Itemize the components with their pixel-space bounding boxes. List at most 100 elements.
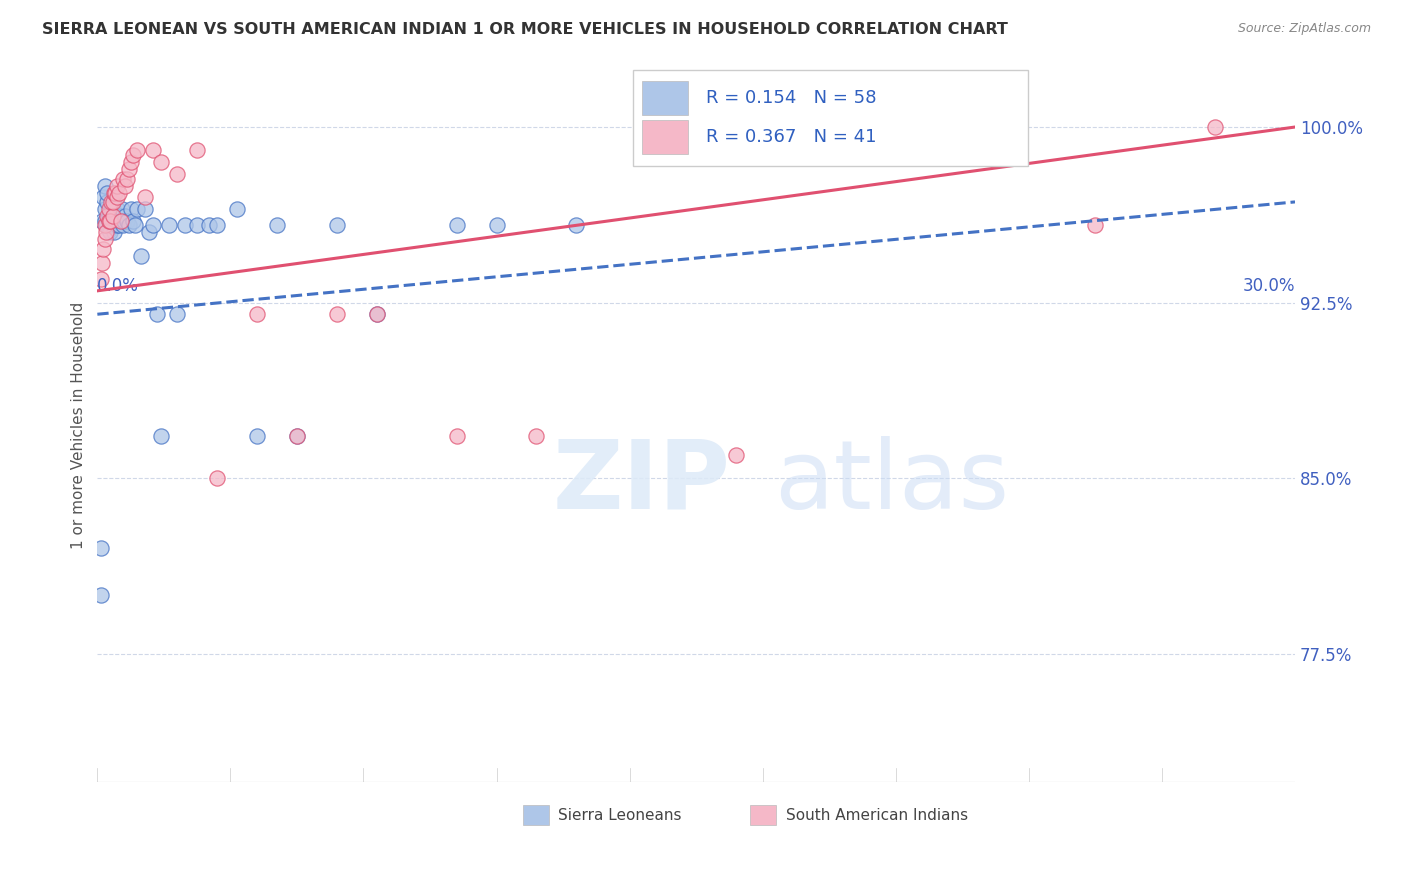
- Point: [366, 307, 388, 321]
- Point: [101, 209, 124, 223]
- Point: [565, 219, 588, 233]
- Text: R = 0.154   N = 58: R = 0.154 N = 58: [706, 89, 876, 107]
- Point: [246, 429, 269, 443]
- Point: [142, 144, 165, 158]
- Point: [134, 190, 156, 204]
- Point: [120, 155, 142, 169]
- Point: [91, 190, 114, 204]
- Point: [108, 186, 131, 200]
- Point: [105, 190, 128, 204]
- Point: [103, 186, 125, 200]
- Point: [124, 219, 146, 233]
- Text: Sierra Leoneans: Sierra Leoneans: [558, 807, 682, 822]
- Text: R = 0.367   N = 41: R = 0.367 N = 41: [706, 128, 876, 146]
- Text: 30.0%: 30.0%: [1243, 277, 1295, 295]
- Point: [100, 194, 122, 209]
- Point: [127, 202, 149, 216]
- Point: [93, 178, 115, 193]
- Point: [110, 209, 132, 223]
- Text: Source: ZipAtlas.com: Source: ZipAtlas.com: [1237, 22, 1371, 36]
- Y-axis label: 1 or more Vehicles in Household: 1 or more Vehicles in Household: [72, 301, 86, 549]
- Point: [114, 209, 136, 223]
- Point: [111, 202, 134, 216]
- Text: SIERRA LEONEAN VS SOUTH AMERICAN INDIAN 1 OR MORE VEHICLES IN HOUSEHOLD CORRELAT: SIERRA LEONEAN VS SOUTH AMERICAN INDIAN …: [42, 22, 1008, 37]
- FancyBboxPatch shape: [643, 120, 688, 154]
- Point: [110, 213, 132, 227]
- Point: [150, 429, 173, 443]
- Point: [91, 242, 114, 256]
- Point: [96, 209, 118, 223]
- Point: [105, 178, 128, 193]
- Point: [198, 219, 221, 233]
- Point: [326, 219, 349, 233]
- Point: [186, 219, 208, 233]
- Point: [285, 429, 308, 443]
- Point: [127, 144, 149, 158]
- Point: [118, 219, 141, 233]
- FancyBboxPatch shape: [749, 805, 776, 825]
- Point: [91, 213, 114, 227]
- Point: [103, 213, 125, 227]
- Point: [138, 225, 160, 239]
- Point: [112, 219, 135, 233]
- Point: [117, 213, 139, 227]
- Point: [96, 194, 118, 209]
- Text: atlas: atlas: [775, 436, 1010, 529]
- Point: [110, 213, 132, 227]
- Point: [96, 186, 118, 200]
- Point: [114, 178, 136, 193]
- Point: [246, 307, 269, 321]
- Point: [157, 219, 180, 233]
- Point: [105, 202, 128, 216]
- FancyBboxPatch shape: [523, 805, 548, 825]
- Point: [120, 202, 142, 216]
- Text: 0.0%: 0.0%: [97, 277, 139, 295]
- Text: ZIP: ZIP: [553, 436, 730, 529]
- Point: [90, 541, 112, 556]
- Point: [105, 219, 128, 233]
- Point: [93, 232, 115, 246]
- Point: [485, 219, 508, 233]
- Point: [142, 219, 165, 233]
- Point: [134, 202, 156, 216]
- Point: [725, 448, 748, 462]
- Point: [226, 202, 249, 216]
- Point: [205, 219, 228, 233]
- Point: [101, 219, 124, 233]
- Point: [446, 219, 468, 233]
- Point: [108, 219, 131, 233]
- Point: [266, 219, 288, 233]
- Point: [366, 307, 388, 321]
- Point: [150, 155, 173, 169]
- Point: [100, 213, 122, 227]
- Point: [174, 219, 197, 233]
- Point: [100, 202, 122, 216]
- Point: [186, 144, 208, 158]
- Point: [146, 307, 169, 321]
- Point: [326, 307, 349, 321]
- Point: [104, 186, 127, 200]
- Point: [122, 213, 145, 227]
- Point: [114, 213, 136, 227]
- Point: [526, 429, 548, 443]
- Point: [98, 213, 121, 227]
- Point: [98, 223, 121, 237]
- Point: [104, 213, 127, 227]
- Point: [118, 162, 141, 177]
- Point: [103, 202, 125, 216]
- Point: [1084, 219, 1107, 233]
- Point: [94, 202, 117, 216]
- Point: [90, 588, 112, 602]
- Point: [94, 219, 117, 233]
- Point: [97, 213, 120, 227]
- Point: [446, 429, 468, 443]
- Point: [205, 471, 228, 485]
- Point: [122, 148, 145, 162]
- Point: [166, 307, 188, 321]
- Point: [1204, 120, 1226, 134]
- Point: [98, 202, 121, 216]
- Point: [94, 213, 117, 227]
- Point: [91, 256, 114, 270]
- Point: [117, 171, 139, 186]
- Point: [97, 213, 120, 227]
